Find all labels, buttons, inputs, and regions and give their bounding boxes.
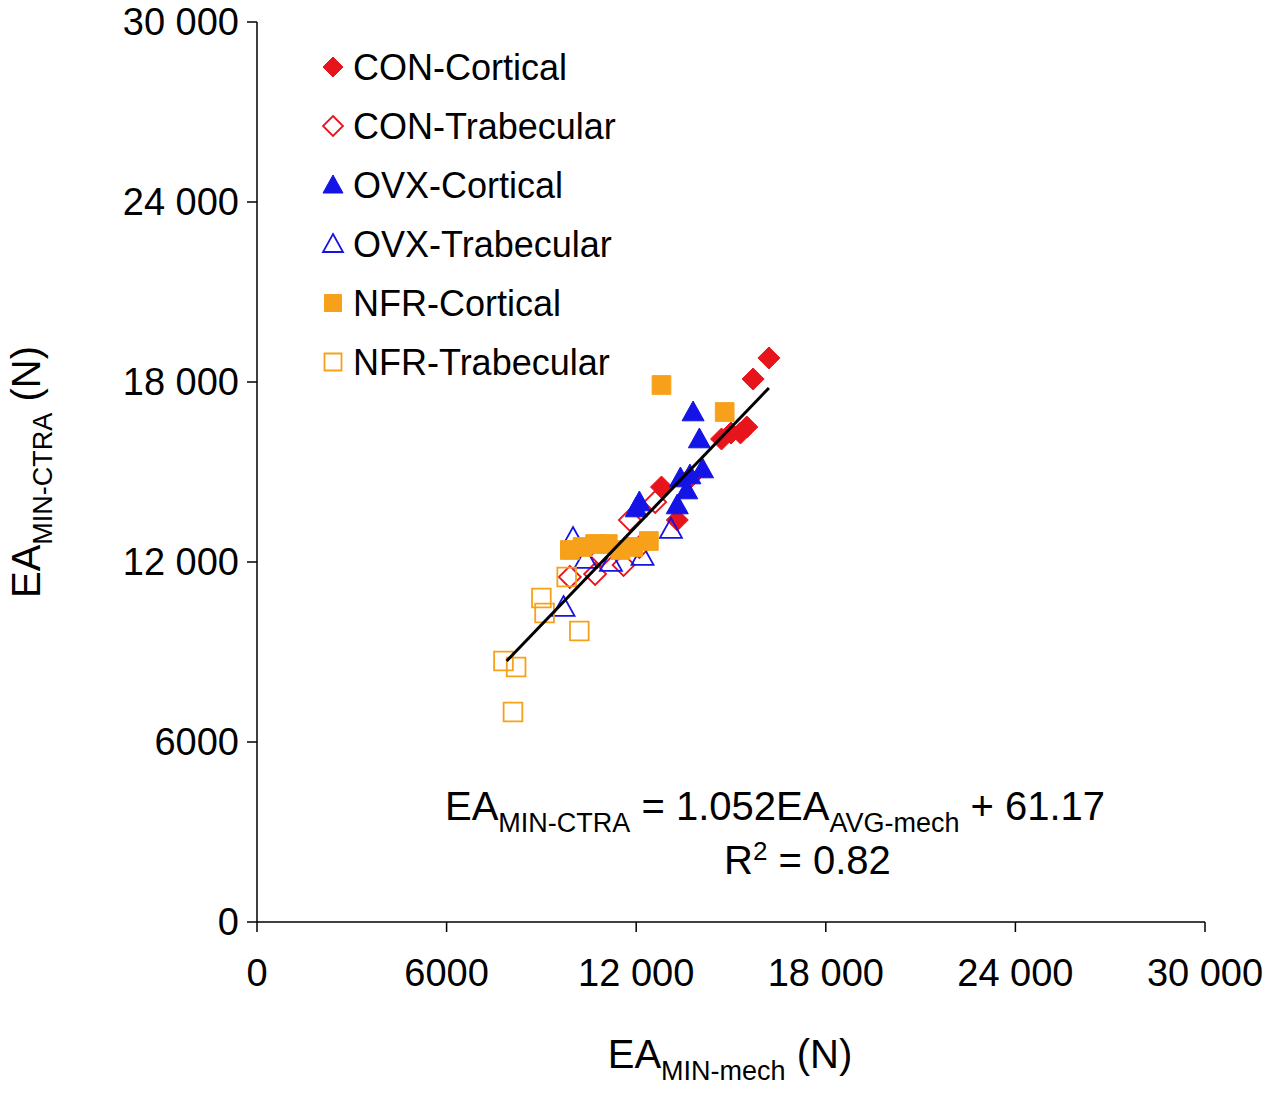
- x-tick-label: 18 000: [768, 952, 884, 994]
- x-tick: [1204, 922, 1206, 932]
- y-axis-line: [256, 22, 258, 922]
- text-script: MIN-CTRA: [28, 413, 58, 545]
- y-tick: [247, 561, 257, 563]
- legend-marker: [323, 175, 343, 193]
- point: [557, 568, 576, 587]
- y-tick: [247, 201, 257, 203]
- point: [639, 532, 658, 551]
- text-part: EA: [608, 1032, 662, 1076]
- text-part: + 61.17: [959, 784, 1105, 828]
- x-axis-title: EAMIN-mech (N): [608, 1032, 853, 1086]
- series: [559, 491, 666, 588]
- text-part: = 1.052EA: [630, 784, 829, 828]
- x-axis-line: [257, 921, 1205, 923]
- legend-label: CON-Cortical: [353, 47, 567, 88]
- background: [0, 0, 1280, 1098]
- text-part: EA: [445, 784, 499, 828]
- x-tick: [1015, 922, 1017, 932]
- text-part: EA: [4, 544, 48, 598]
- plot-area: [494, 347, 780, 721]
- point: [742, 368, 764, 390]
- superscript: 2: [753, 836, 767, 866]
- trend-line: [507, 388, 769, 661]
- equation: EAMIN-CTRA = 1.052EAAVG-mech + 61.17: [445, 784, 1105, 838]
- point: [504, 703, 523, 722]
- point: [758, 347, 780, 369]
- legend: CON-Cortical CON-Trabecular OVX-Cortical OV…: [323, 47, 616, 383]
- y-tick-label: 18 000: [123, 361, 239, 403]
- text-script: AVG-mech: [829, 808, 959, 838]
- point: [494, 652, 513, 671]
- y-tick: [247, 921, 257, 923]
- x-tick: [635, 922, 637, 932]
- y-tick-label: 6000: [154, 721, 239, 763]
- chart: 0 6000 12 000 18 000 24 000 30 000 0 6000 12 000…: [0, 0, 1280, 1098]
- text-part: (N): [786, 1032, 853, 1076]
- x-tick: [256, 922, 258, 932]
- legend-marker: [325, 354, 342, 371]
- point: [570, 622, 589, 641]
- legend-marker: [323, 116, 343, 136]
- point: [553, 596, 575, 616]
- legend-label: OVX-Cortical: [353, 165, 563, 206]
- y-tick-label: 0: [218, 901, 239, 943]
- legend-marker: [323, 234, 343, 252]
- point: [625, 497, 647, 517]
- x-tick-label: 0: [246, 952, 267, 994]
- point: [652, 376, 671, 395]
- legend-marker: [323, 57, 343, 77]
- series: [553, 518, 682, 616]
- legend-label: CON-Trabecular: [353, 106, 616, 147]
- point: [682, 401, 704, 421]
- series: [650, 347, 779, 531]
- y-tick-label: 12 000: [123, 541, 239, 583]
- point: [559, 566, 581, 588]
- y-axis-title: EAMIN-CTRA (N): [4, 346, 58, 598]
- legend-label: NFR-Cortical: [353, 283, 561, 324]
- point: [660, 518, 682, 538]
- text-part: (N): [4, 346, 48, 413]
- legend-label: OVX-Trabecular: [353, 224, 612, 265]
- legend-label: NFR-Trabecular: [353, 342, 610, 383]
- point: [688, 428, 710, 448]
- text-part: R: [724, 838, 753, 882]
- x-tick: [446, 922, 448, 932]
- y-tick: [247, 381, 257, 383]
- x-tick-label: 6000: [404, 952, 489, 994]
- point: [715, 403, 734, 422]
- text-script: MIN-mech: [661, 1056, 786, 1086]
- r-squared: R2 = 0.82: [724, 836, 891, 882]
- y-tick-label: 24 000: [123, 181, 239, 223]
- y-tick: [247, 21, 257, 23]
- y-tick-label: 30 000: [123, 1, 239, 43]
- x-tick-label: 24 000: [957, 952, 1073, 994]
- x-tick-label: 12 000: [578, 952, 694, 994]
- text-script: MIN-CTRA: [498, 808, 630, 838]
- x-tick-label: 30 000: [1147, 952, 1263, 994]
- legend-marker: [325, 295, 342, 312]
- y-tick: [247, 741, 257, 743]
- text-part: = 0.82: [767, 838, 890, 882]
- x-tick: [825, 922, 827, 932]
- point: [507, 658, 526, 677]
- series: [560, 376, 734, 560]
